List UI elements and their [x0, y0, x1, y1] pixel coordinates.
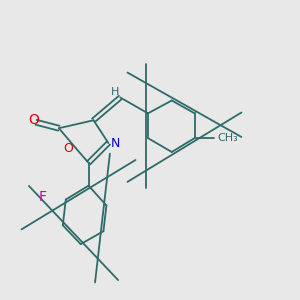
Text: O: O: [63, 142, 73, 154]
Text: O: O: [28, 113, 40, 127]
Text: F: F: [39, 190, 47, 204]
Text: CH₃: CH₃: [218, 133, 238, 143]
Text: H: H: [111, 86, 119, 97]
Text: N: N: [111, 136, 120, 150]
